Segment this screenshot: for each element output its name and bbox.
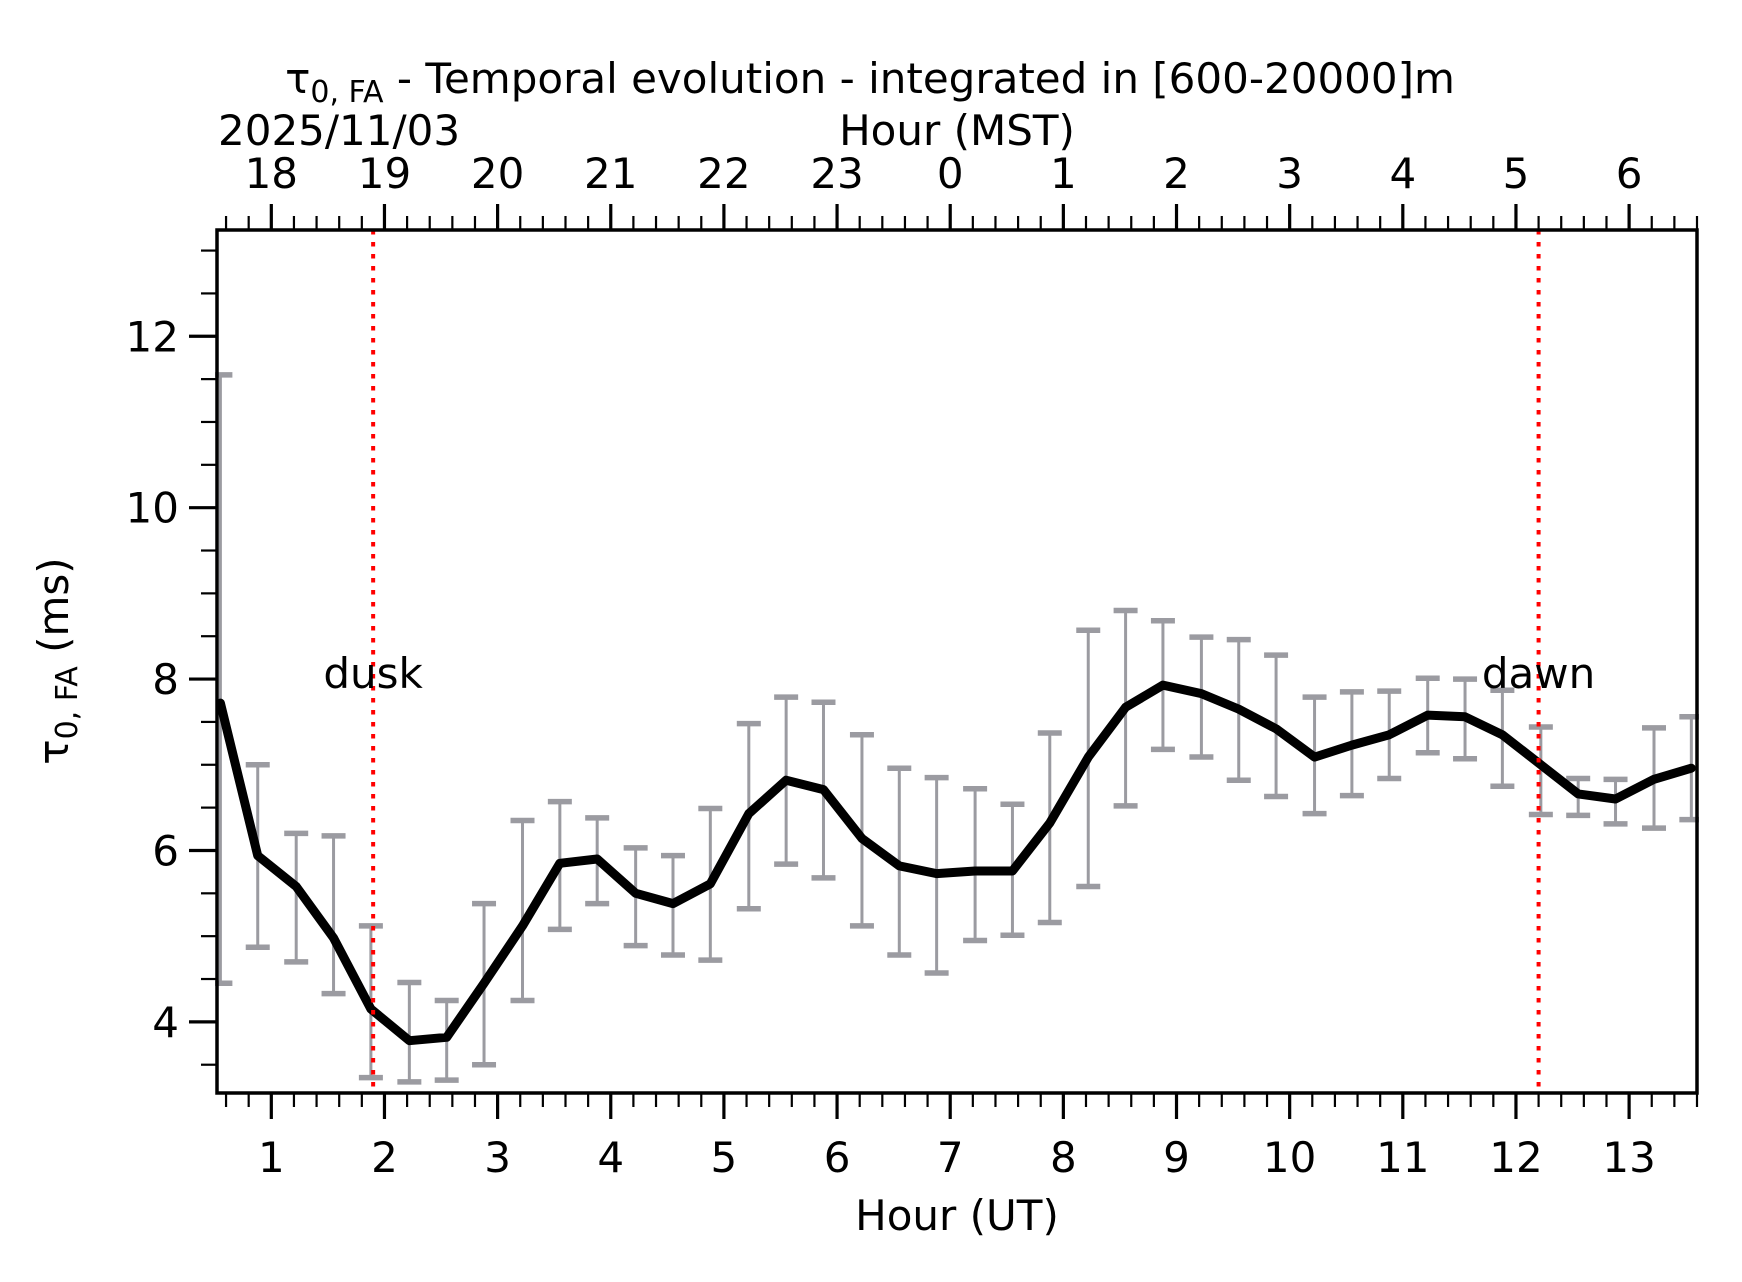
- bottom-axis-label: Hour (UT): [855, 1191, 1059, 1240]
- x-tick-label-mst: 6: [1616, 149, 1643, 198]
- x-tick-label-ut: 7: [937, 1133, 964, 1182]
- x-tick-label-ut: 5: [711, 1133, 738, 1182]
- x-tick-label-mst: 19: [358, 149, 411, 198]
- y-tick-label: 6: [152, 826, 179, 875]
- plot-frame: [215, 228, 1699, 1095]
- dusk-label: dusk: [323, 649, 423, 698]
- x-tick-label-mst: 1: [1050, 149, 1077, 198]
- x-tick-label-ut: 9: [1163, 1133, 1190, 1182]
- date-label: 2025/11/03: [218, 106, 460, 155]
- x-tick-label-mst: 22: [697, 149, 750, 198]
- x-tick-label-mst: 18: [245, 149, 298, 198]
- x-tick-label-mst: 20: [471, 149, 524, 198]
- x-tick-label-mst: 3: [1276, 149, 1303, 198]
- tau0-mean-polyline: [215, 680, 1696, 1046]
- chart-title: τ0, FA - Temporal evolution - integrated…: [285, 54, 1455, 110]
- generated-chart-content: 1182193204215226237081921031141251364681…: [126, 149, 1699, 1182]
- y-tick-label: 8: [152, 655, 179, 704]
- x-tick-label-ut: 4: [597, 1133, 624, 1182]
- y-tick-label: 10: [126, 484, 179, 533]
- mean-line: [215, 680, 1696, 1046]
- x-tick-label-ut: 6: [824, 1133, 851, 1182]
- x-tick-label-ut: 2: [371, 1133, 398, 1182]
- dusk-annotation: dusk: [323, 230, 424, 1093]
- x-tick-label-mst: 2: [1163, 149, 1190, 198]
- y-tick-label: 4: [152, 998, 179, 1047]
- x-tick-label-ut: 3: [484, 1133, 511, 1182]
- x-tick-label-ut: 13: [1602, 1133, 1655, 1182]
- x-tick-label-ut: 8: [1050, 1133, 1077, 1182]
- x-tick-label-mst: 4: [1389, 149, 1416, 198]
- x-tick-label-ut: 11: [1376, 1133, 1429, 1182]
- x-tick-label-mst: 21: [584, 149, 637, 198]
- top-axis-label: Hour (MST): [839, 106, 1075, 155]
- axis-ticks: 1182193204215226237081921031141251364681…: [126, 149, 1699, 1182]
- x-tick-label-mst: 5: [1503, 149, 1530, 198]
- x-tick-label-ut: 10: [1263, 1133, 1316, 1182]
- x-tick-label-ut: 12: [1489, 1133, 1542, 1182]
- x-tick-label-ut: 1: [258, 1133, 285, 1182]
- y-axis-label: τ0, FA (ms): [29, 557, 85, 764]
- x-tick-label-mst: 23: [810, 149, 863, 198]
- x-tick-label-mst: 0: [937, 149, 964, 198]
- dawn-annotation: dawn: [1482, 230, 1595, 1093]
- y-tick-label: 12: [126, 312, 179, 361]
- dawn-label: dawn: [1482, 649, 1595, 698]
